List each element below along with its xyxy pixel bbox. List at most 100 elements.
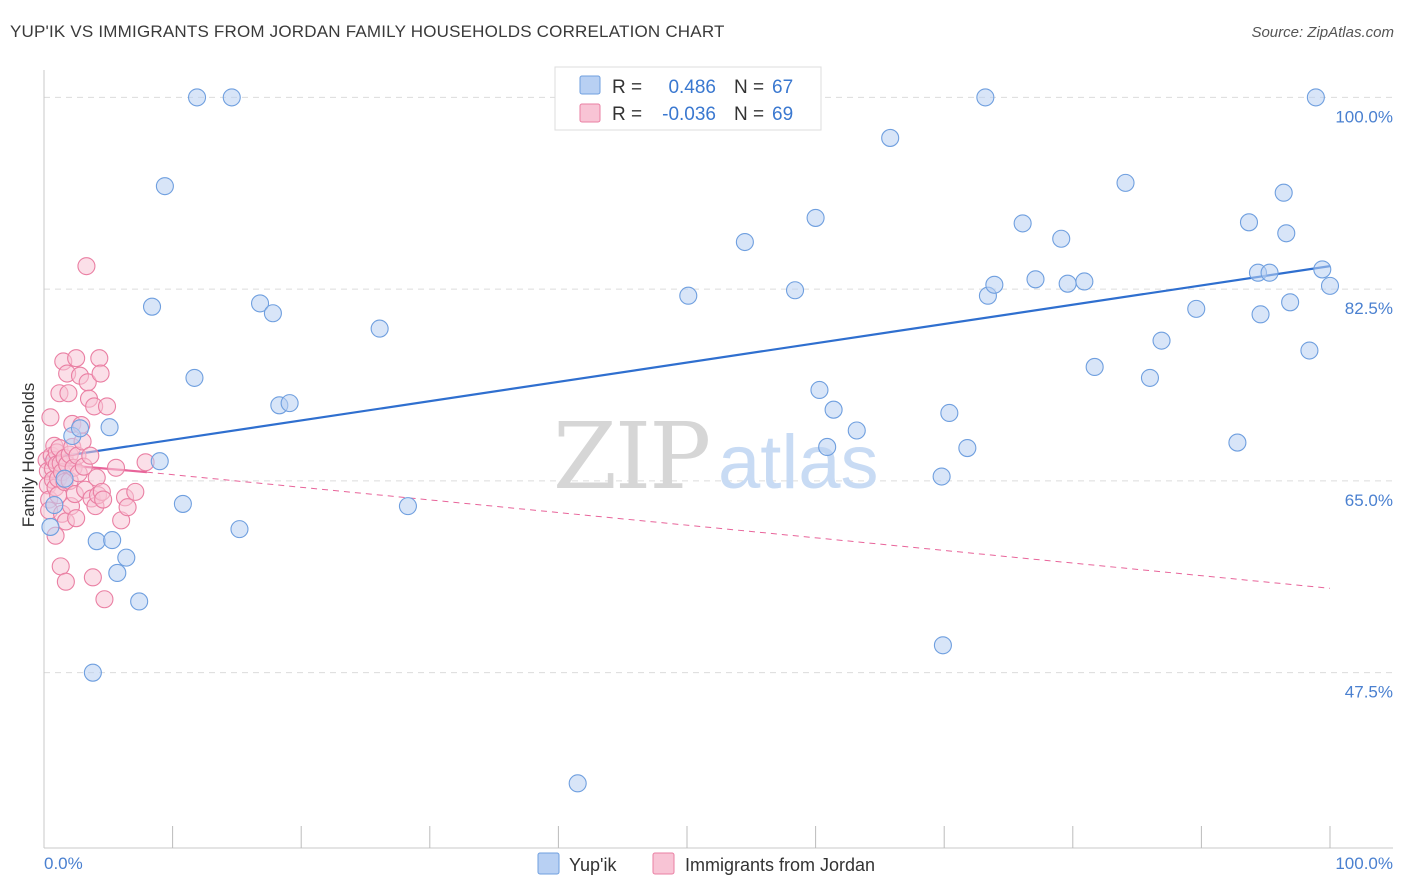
- point-yupik-8: [103, 531, 122, 550]
- legend-r-label-jordan: R =: [612, 104, 642, 125]
- point-yupik-31: [810, 380, 829, 400]
- point-yupik-19: [230, 520, 249, 539]
- point-yupik-60: [1281, 293, 1300, 312]
- legend-r-value-jordan: -0.036: [662, 104, 716, 125]
- point-yupik-61: [1300, 341, 1319, 360]
- point-yupik-35: [881, 128, 900, 147]
- point-jordan-62: [97, 397, 117, 416]
- x-tick-label-0: 0.0%: [44, 854, 83, 873]
- point-yupik-39: [958, 438, 977, 458]
- point-jordan-38: [67, 349, 86, 368]
- point-yupik-7: [100, 418, 119, 437]
- point-yupik-1: [45, 495, 64, 515]
- point-yupik-34: [847, 421, 866, 440]
- legend-swatch-yupik: [579, 75, 601, 95]
- point-yupik-49: [1116, 173, 1135, 192]
- point-yupik-50: [1140, 368, 1160, 387]
- trend-line-2: [146, 471, 1331, 589]
- point-yupik-33: [824, 400, 843, 419]
- point-yupik-5: [83, 663, 102, 682]
- point-yupik-64: [1320, 276, 1340, 295]
- point-yupik-2: [55, 469, 74, 488]
- watermark: ZIP atlas: [553, 403, 879, 510]
- point-yupik-46: [1058, 274, 1077, 293]
- bottom-legend-swatch-jordan: [652, 852, 675, 875]
- point-yupik-43: [1013, 214, 1032, 233]
- point-yupik-40: [976, 88, 995, 107]
- point-jordan-66: [118, 498, 137, 517]
- point-jordan-47: [77, 257, 96, 276]
- point-yupik-32: [818, 437, 837, 456]
- point-yupik-13: [150, 452, 169, 471]
- legend-r-value-yupik: 0.486: [668, 77, 716, 98]
- point-yupik-21: [263, 304, 282, 323]
- point-yupik-12: [142, 297, 162, 316]
- point-yupik-29: [785, 281, 805, 300]
- point-yupik-51: [1152, 331, 1171, 350]
- point-yupik-14: [155, 177, 174, 196]
- point-yupik-36: [932, 467, 951, 486]
- point-yupik-42: [985, 275, 1004, 294]
- point-jordan-50: [81, 446, 100, 465]
- trend-line-0: [43, 265, 1331, 461]
- point-yupik-24: [370, 319, 389, 338]
- point-yupik-54: [1239, 213, 1259, 232]
- data-points: [37, 88, 1340, 793]
- chart-title: YUP'IK VS IMMIGRANTS FROM JORDAN FAMILY …: [10, 22, 725, 41]
- point-yupik-17: [187, 88, 207, 107]
- point-yupik-20: [250, 294, 270, 313]
- point-yupik-27: [679, 286, 698, 305]
- legend-n-label-jordan: N =: [734, 104, 764, 125]
- point-jordan-39: [67, 509, 86, 528]
- point-jordan-61: [95, 590, 114, 609]
- point-yupik-37: [933, 636, 952, 655]
- point-yupik-28: [735, 232, 754, 252]
- point-yupik-6: [87, 532, 106, 551]
- y-tick-label-0: 47.5%: [1345, 683, 1393, 702]
- point-yupik-57: [1260, 263, 1279, 282]
- point-jordan-26: [56, 572, 75, 591]
- legend-n-label-yupik: N =: [734, 77, 764, 98]
- legend-n-value-jordan: 69: [772, 104, 793, 125]
- point-yupik-52: [1187, 299, 1206, 318]
- point-yupik-59: [1277, 224, 1296, 243]
- point-yupik-9: [108, 563, 127, 583]
- point-jordan-52: [83, 568, 102, 587]
- point-yupik-38: [940, 403, 959, 423]
- point-yupik-16: [185, 368, 204, 387]
- bottom-legend-label-yupik: Yup'ik: [569, 855, 617, 875]
- point-yupik-30: [806, 208, 825, 227]
- point-yupik-15: [173, 494, 192, 513]
- point-yupik-10: [117, 548, 136, 567]
- source-credit: Source: ZipAtlas.com: [1251, 24, 1394, 41]
- stats-legend: R = 0.486 N = 67 R = -0.036 N = 69: [554, 66, 822, 131]
- point-jordan-67: [126, 482, 145, 501]
- y-tick-label-2: 82.5%: [1345, 299, 1393, 318]
- point-yupik-58: [1274, 183, 1293, 202]
- watermark-zip: ZIP: [553, 403, 709, 510]
- legend-n-value-yupik: 67: [772, 77, 793, 98]
- point-yupik-18: [222, 88, 241, 107]
- point-yupik-0: [41, 517, 60, 536]
- point-jordan-63: [106, 458, 126, 477]
- y-axis-label: Family Households: [19, 383, 38, 528]
- point-yupik-4: [70, 419, 90, 438]
- series-legend: Yup'ik Immigrants from Jordan: [537, 852, 875, 875]
- point-yupik-56: [1251, 305, 1270, 324]
- grid-lines: [44, 96, 1393, 674]
- point-yupik-45: [1052, 229, 1071, 248]
- point-yupik-23: [280, 394, 299, 413]
- point-yupik-63: [1313, 260, 1332, 279]
- point-jordan-5: [41, 408, 60, 427]
- bottom-legend-swatch-yupik: [537, 852, 560, 875]
- y-tick-labels: 47.5% 65.0% 82.5% 100.0%: [1335, 107, 1393, 701]
- legend-r-label-yupik: R =: [612, 77, 642, 98]
- point-jordan-58: [91, 364, 110, 383]
- point-yupik-48: [1085, 357, 1104, 377]
- legend-swatch-jordan: [579, 103, 601, 123]
- point-jordan-57: [90, 349, 109, 368]
- bottom-legend-label-jordan: Immigrants from Jordan: [685, 855, 875, 875]
- point-jordan-30: [59, 384, 78, 403]
- y-tick-label-1: 65.0%: [1345, 491, 1393, 510]
- point-yupik-11: [130, 592, 149, 611]
